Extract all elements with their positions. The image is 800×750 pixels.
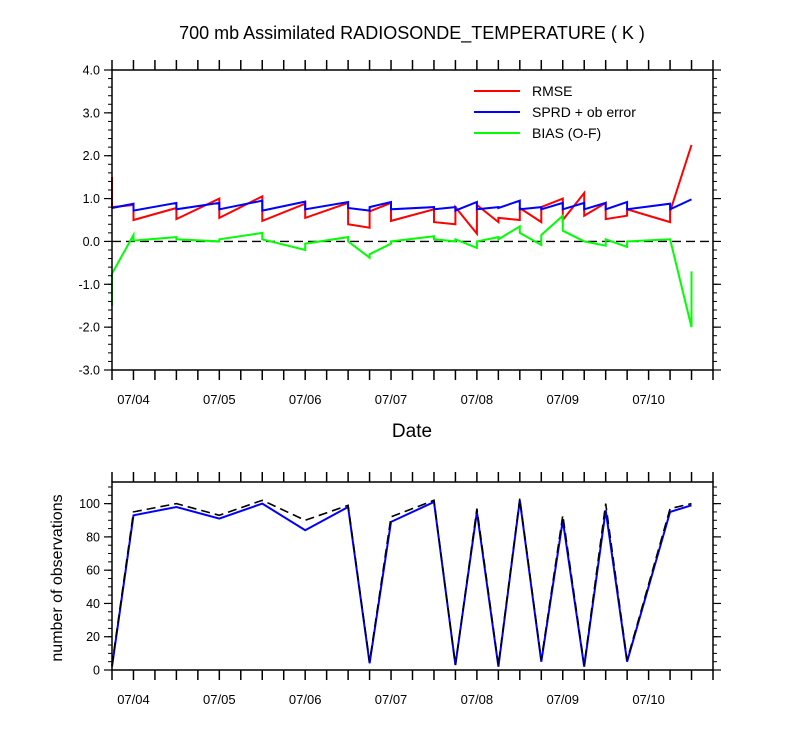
x-tick-label: 07/09 bbox=[546, 692, 579, 707]
x-tick-label: 07/04 bbox=[117, 692, 150, 707]
x-tick-label: 07/08 bbox=[461, 392, 494, 407]
series-line-assimilated bbox=[111, 500, 692, 667]
x-tick-label: 07/05 bbox=[203, 692, 236, 707]
y-tick-label: 60 bbox=[86, 564, 100, 578]
bottom-series-group bbox=[111, 498, 692, 667]
x-tick-label: 07/06 bbox=[289, 692, 322, 707]
y-tick-label: 40 bbox=[86, 597, 100, 611]
y-tick-label: 4.0 bbox=[83, 64, 100, 78]
series-line-sprd-ob-error bbox=[111, 198, 692, 213]
x-tick-label: 07/04 bbox=[117, 392, 150, 407]
y-tick-label: -2.0 bbox=[78, 321, 100, 335]
y-tick-label: 0.0 bbox=[83, 235, 100, 249]
x-tick-label: 07/10 bbox=[632, 392, 665, 407]
series-line-bias-o-f bbox=[111, 213, 693, 328]
x-tick-label: 07/10 bbox=[632, 692, 665, 707]
series-line-rmse bbox=[111, 144, 693, 237]
y-tick-label: -1.0 bbox=[78, 278, 100, 292]
x-tick-label: 07/05 bbox=[203, 392, 236, 407]
top-series-group bbox=[111, 144, 693, 328]
y-axis-label: number of observations bbox=[49, 494, 66, 661]
y-tick-label: 20 bbox=[86, 630, 100, 644]
legend-label: BIAS (O-F) bbox=[532, 125, 601, 141]
y-tick-label: 2.0 bbox=[83, 149, 100, 163]
y-tick-label: 3.0 bbox=[83, 106, 100, 120]
y-tick-label: 1.0 bbox=[83, 192, 100, 206]
x-tick-label: 07/07 bbox=[375, 692, 408, 707]
x-tick-label: 07/08 bbox=[461, 692, 494, 707]
series-line-possible bbox=[111, 498, 692, 666]
legend: RMSE SPRD + ob error BIAS (O-F) bbox=[474, 83, 636, 141]
chart-title: 700 mb Assimilated RADIOSONDE_TEMPERATUR… bbox=[179, 23, 645, 44]
bottom-axes-group: 0 20 40 60 80 100 07/04 07/05 07/06 07/07 07/08 07/… bbox=[79, 472, 721, 707]
y-tick-label: 0 bbox=[93, 664, 100, 678]
legend-label: RMSE bbox=[532, 83, 572, 99]
y-tick-label: 100 bbox=[79, 497, 100, 511]
x-axis-label: Date bbox=[392, 421, 432, 442]
top-axes-group: -3.0 -2.0 -1.0 0.0 1.0 2.0 3.0 4.0 07/04 07/05 07/… bbox=[78, 60, 721, 407]
legend-label: SPRD + ob error bbox=[532, 104, 636, 120]
x-tick-label: 07/06 bbox=[289, 392, 322, 407]
y-tick-label: 80 bbox=[86, 530, 100, 544]
x-tick-label: 07/09 bbox=[546, 392, 579, 407]
x-tick-label: 07/07 bbox=[375, 392, 408, 407]
y-tick-label: -3.0 bbox=[78, 364, 100, 378]
